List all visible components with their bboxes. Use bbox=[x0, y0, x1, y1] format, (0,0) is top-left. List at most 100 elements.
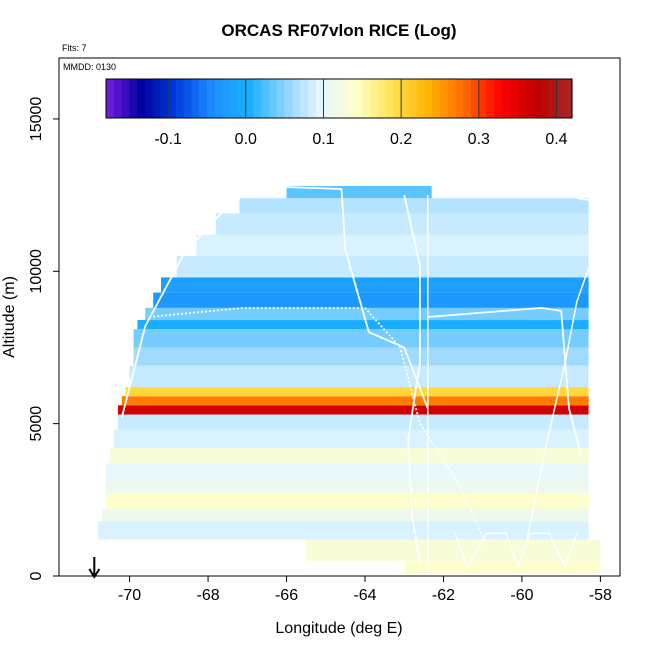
colorbar-segment bbox=[191, 79, 200, 118]
colorbar-segment bbox=[502, 79, 511, 118]
flights-annotation: Flts: 7 bbox=[62, 43, 87, 53]
flight-track bbox=[454, 532, 578, 568]
colorbar-segment bbox=[121, 79, 130, 118]
colorbar-segment bbox=[370, 79, 379, 118]
heatmap-layer bbox=[306, 539, 601, 561]
colorbar-segment bbox=[494, 79, 503, 118]
heatmap-layer bbox=[137, 320, 589, 330]
colorbar-segment bbox=[331, 79, 340, 118]
colorbar-segment bbox=[175, 79, 185, 118]
colorbar-frame bbox=[105, 78, 573, 119]
colorbar-segment bbox=[354, 79, 363, 118]
chart-title: ORCAS RF07vlon RICE (Log) bbox=[221, 21, 456, 40]
colorbar-segment bbox=[137, 79, 146, 118]
x-tick-label: -60 bbox=[510, 587, 533, 604]
colorbar-segment bbox=[160, 79, 169, 118]
colorbar-segment bbox=[129, 79, 138, 118]
flight-track bbox=[149, 306, 488, 546]
colorbar-segment bbox=[346, 79, 356, 118]
colorbar-segment bbox=[245, 79, 255, 118]
colorbar-segment bbox=[168, 79, 177, 118]
colorbar-segment bbox=[183, 79, 193, 118]
colorbar-segment bbox=[556, 79, 565, 118]
colorbar-segment bbox=[339, 79, 348, 118]
colorbar-segment bbox=[424, 79, 433, 118]
x-tick-label: -58 bbox=[589, 587, 612, 604]
heatmap-layer bbox=[113, 429, 589, 449]
colorbar-segment bbox=[292, 79, 301, 118]
colorbar-segment bbox=[199, 79, 208, 118]
colorbar-tick-label: 0.2 bbox=[390, 131, 412, 148]
colorbar-segment bbox=[323, 79, 332, 118]
heatmap-layer bbox=[110, 448, 589, 464]
colorbar: -0.1 0.0 0.1 0.2 0.3 0.4 bbox=[105, 78, 573, 148]
flight-track bbox=[525, 197, 602, 546]
x-tick-label: -68 bbox=[197, 587, 220, 604]
heatmap-layer bbox=[117, 405, 589, 415]
colorbar-segment bbox=[144, 79, 154, 118]
colorbar-segment bbox=[471, 79, 480, 118]
heatmap-layer bbox=[125, 387, 589, 397]
x-tick-label: -66 bbox=[275, 587, 298, 604]
colorbar-segment bbox=[362, 79, 371, 118]
heatmap-layer bbox=[176, 256, 589, 278]
colorbar-segment bbox=[393, 79, 402, 118]
colorbar-segment bbox=[152, 79, 161, 118]
colorbar-segment bbox=[269, 79, 278, 118]
heatmap-layer bbox=[106, 493, 589, 509]
y-axis-label: Altitude (m) bbox=[1, 276, 18, 358]
heatmap-layer bbox=[153, 292, 589, 308]
heatmap-layer bbox=[404, 560, 601, 573]
flight-track bbox=[120, 185, 429, 418]
colorbar-segment bbox=[377, 79, 387, 118]
colorbar-segment bbox=[300, 79, 309, 118]
colorbar-segment bbox=[416, 79, 426, 118]
colorbar-segment bbox=[385, 79, 394, 118]
x-tick-label: -64 bbox=[353, 587, 376, 604]
colorbar-tick-label: -0.1 bbox=[154, 131, 182, 148]
colorbar-tick-label: 0.4 bbox=[545, 131, 567, 148]
x-axis-label: Longitude (deg E) bbox=[275, 620, 402, 637]
colorbar-segment bbox=[509, 79, 519, 118]
marker-arrow-head bbox=[88, 568, 101, 579]
colorbar-segment bbox=[517, 79, 526, 118]
colorbar-segment bbox=[432, 79, 441, 118]
colorbar-segment bbox=[238, 79, 247, 118]
heatmap-layer bbox=[106, 463, 589, 479]
colorbar-segment bbox=[307, 79, 317, 118]
colorbar-segment bbox=[548, 79, 558, 118]
y-tick-label: 0 bbox=[28, 571, 45, 580]
colorbar-tick-label: 0.0 bbox=[235, 131, 257, 148]
colorbar-segment bbox=[439, 79, 449, 118]
colorbar-segment bbox=[540, 79, 550, 118]
colorbar-segment bbox=[463, 79, 472, 118]
date-annotation: MMDD: 0130 bbox=[63, 62, 116, 72]
colorbar-segment bbox=[276, 79, 286, 118]
y-tick-label: 10000 bbox=[28, 249, 45, 294]
y-tick-label: 5000 bbox=[28, 406, 45, 442]
colorbar-segment bbox=[230, 79, 239, 118]
heatmap-layer bbox=[129, 365, 589, 388]
colorbar-tick-label: 0.3 bbox=[468, 131, 490, 148]
colorbar-segment bbox=[222, 79, 231, 118]
x-tick-label: -70 bbox=[118, 587, 141, 604]
flight-tracks bbox=[120, 185, 602, 576]
heatmap-cells bbox=[98, 185, 601, 573]
colorbar-segment bbox=[564, 79, 573, 118]
colorbar-segment bbox=[214, 79, 224, 118]
colorbar-segment bbox=[315, 79, 325, 118]
colorbar-segment bbox=[106, 79, 115, 118]
heatmap-layer bbox=[121, 396, 589, 406]
colorbar-segment bbox=[261, 79, 270, 118]
colorbar-segment bbox=[401, 79, 410, 118]
colorbar-tick-label: 0.1 bbox=[312, 131, 334, 148]
colorbar-segment bbox=[447, 79, 457, 118]
heatmap-layer bbox=[215, 213, 589, 235]
heatmap-layer bbox=[102, 508, 589, 522]
heatmap-layer bbox=[161, 277, 589, 293]
heatmap-layer bbox=[133, 329, 589, 348]
colorbar-segment bbox=[284, 79, 293, 118]
colorbar-segment bbox=[486, 79, 495, 118]
plot-frame bbox=[58, 57, 621, 577]
